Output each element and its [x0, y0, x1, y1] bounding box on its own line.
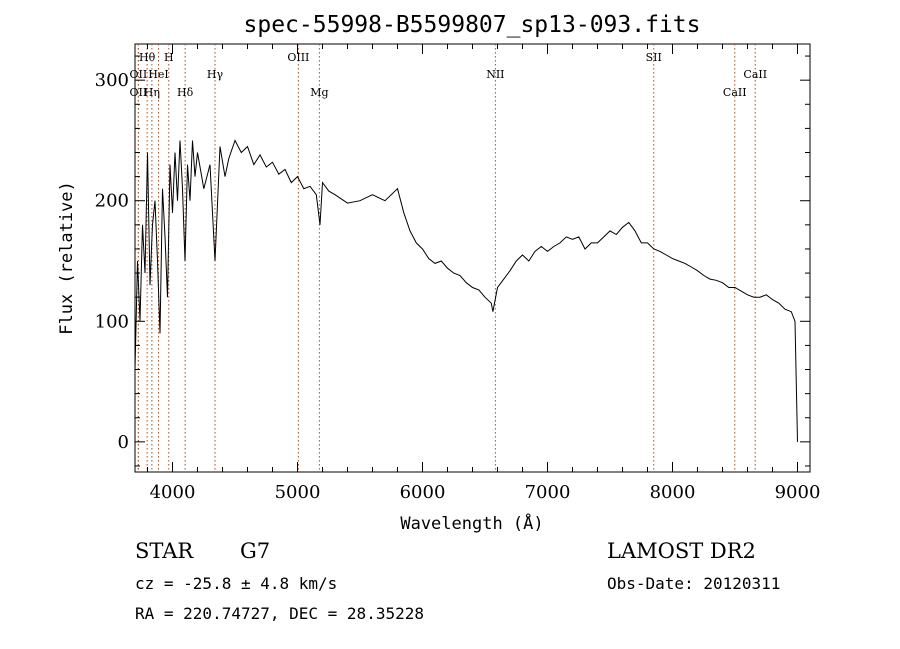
- line-marker-label: OII: [130, 86, 148, 99]
- y-tick-label: 200: [95, 191, 129, 212]
- plot-frame: [134, 43, 811, 473]
- x-tick-label: 9000: [775, 482, 821, 503]
- spectrum-line: [134, 139, 798, 442]
- line-marker-label: Hη: [144, 86, 160, 99]
- observation-date: Obs-Date: 20120311: [607, 574, 780, 593]
- x-tick-label: 7000: [525, 482, 571, 503]
- chart-title: spec-55998-B5599807_sp13-093.fits: [244, 12, 701, 38]
- x-tick-label: 5000: [275, 482, 321, 503]
- redshift-velocity: cz = -25.8 ± 4.8 km/s: [135, 574, 337, 593]
- line-marker-label: Hθ: [139, 51, 156, 64]
- x-axis-ticks: 4000 5000 6000 7000 8000 9000: [147, 44, 821, 503]
- line-marker-label: H: [164, 51, 174, 64]
- line-marker-label: NII: [486, 68, 504, 81]
- x-axis-label: Wavelength (Å): [400, 512, 543, 534]
- y-axis-label: Flux (relative): [57, 181, 77, 335]
- line-marker-label: OIII: [287, 51, 309, 64]
- line-marker-label: Mg: [310, 86, 328, 99]
- x-tick-label: 4000: [150, 482, 196, 503]
- spectral-subclass: G7: [240, 539, 270, 563]
- y-tick-label: 300: [95, 70, 129, 91]
- y-tick-label: 0: [118, 432, 129, 453]
- line-marker-label: HeI: [148, 68, 168, 81]
- line-marker-label: SII: [646, 51, 662, 64]
- survey-name: LAMOST DR2: [607, 539, 756, 563]
- line-marker-label: CaII: [743, 68, 767, 81]
- x-tick-label: 8000: [650, 482, 696, 503]
- line-marker-label: Hγ: [207, 68, 224, 81]
- y-axis-ticks: 0 100 200 300: [95, 55, 810, 467]
- line-marker-label: OII: [130, 68, 148, 81]
- y-tick-label: 100: [95, 311, 129, 332]
- x-tick-label: 6000: [400, 482, 446, 503]
- object-class: STAR: [135, 539, 194, 563]
- line-marker-label: Hδ: [177, 86, 194, 99]
- line-marker-label: CaII: [723, 86, 747, 99]
- coordinates: RA = 220.74727, DEC = 28.35228: [135, 604, 424, 623]
- spectrum-series: [134, 139, 798, 442]
